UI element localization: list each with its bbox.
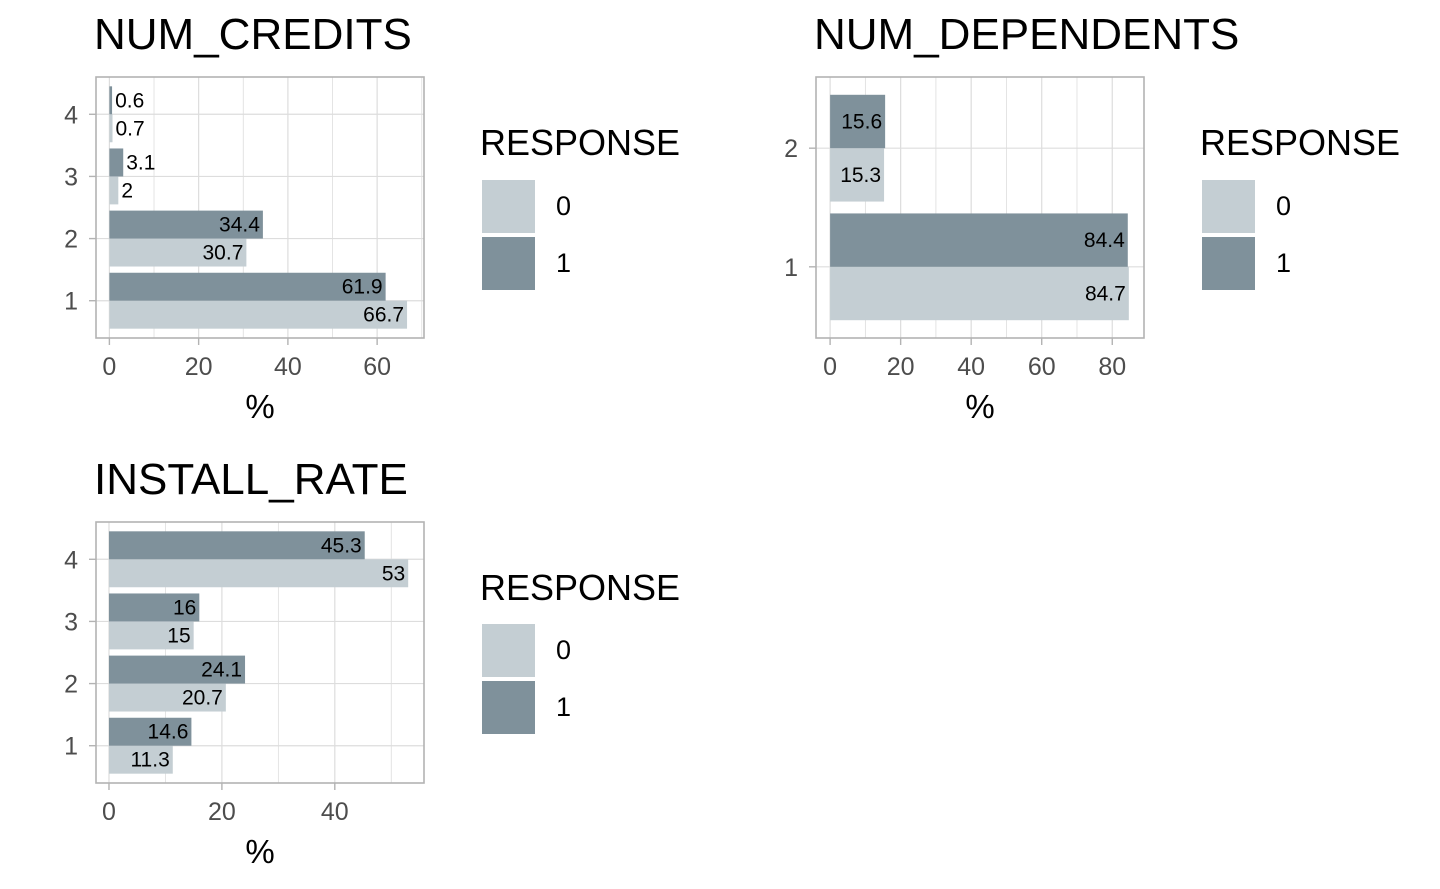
y-tick-label: 4 [64,101,78,129]
bar-response-1-cat-2 [830,94,886,149]
chart-title: NUM_CREDITS [94,10,412,59]
legend-label: 0 [556,191,571,221]
bar-response-0-cat-1 [830,266,1129,321]
bar-response-1-cat-3 [109,148,124,177]
y-tick-label: 2 [784,135,798,163]
y-tick-label: 2 [64,671,78,699]
x-tick-label: 0 [102,798,116,826]
legend-key-0 [482,624,535,677]
bar-response-1-cat-4 [108,531,365,560]
x-axis-label: % [245,388,274,425]
data-label: 61.9 [342,276,383,299]
data-label: 14.6 [148,721,189,744]
legend-title: RESPONSE [480,122,680,163]
data-label: 30.7 [203,242,244,265]
legend-key-0 [482,180,535,233]
x-tick-label: 40 [957,353,985,381]
bar-response-0-cat-2 [109,238,247,267]
legend: RESPONSE 0 1 [1200,122,1400,290]
data-label: 20.7 [182,687,223,710]
panel-border [815,76,1145,339]
y-tick-label: 3 [64,163,78,191]
x-tick-label: 40 [274,353,302,381]
legend-label: 0 [556,635,571,665]
legend-title: RESPONSE [480,567,680,608]
data-label: 15 [167,624,190,647]
legend-label: 1 [1276,248,1291,278]
bar-response-0-cat-4 [109,114,113,143]
chart-title: INSTALL_RATE [94,455,408,504]
data-label: 84.7 [1085,283,1126,306]
data-label: 0.6 [115,89,144,112]
bar-response-1-cat-2 [109,210,263,239]
data-label: 53 [382,562,405,585]
data-label: 45.3 [321,534,362,557]
x-axis-label: % [245,833,274,870]
y-tick-label: 1 [64,288,78,316]
bar-response-0-cat-2 [830,148,885,202]
bar-response-1-cat-1 [109,272,386,301]
data-label: 34.4 [219,214,260,237]
chart-title: NUM_DEPENDENTS [814,10,1239,59]
bar-response-1-cat-2 [108,655,246,684]
legend-key-1 [1202,237,1255,290]
legend-label: 1 [556,248,571,278]
bar-response-0-cat-1 [109,300,408,329]
legend-label: 1 [556,692,571,722]
y-tick-label: 2 [64,226,78,254]
x-tick-label: 0 [823,353,837,381]
data-label: 15.6 [841,110,882,133]
bar-response-0-cat-3 [109,176,119,205]
data-label: 84.4 [1084,229,1125,252]
x-tick-label: 60 [1028,353,1056,381]
legend-key-0 [1202,180,1255,233]
data-label: 66.7 [363,304,404,327]
legend: RESPONSE 0 1 [480,122,680,290]
bar-response-1-cat-3 [108,593,200,622]
data-label: 3.1 [126,151,155,174]
legend: RESPONSE 0 1 [480,567,680,734]
panel-border [95,521,425,784]
legend-label: 0 [1276,191,1291,221]
data-label: 15.3 [840,164,881,187]
x-tick-label: 0 [102,353,116,381]
bar-response-1-cat-4 [109,86,113,115]
data-label: 16 [173,596,196,619]
bar-response-1-cat-1 [830,213,1128,267]
data-label: 11.3 [130,749,169,772]
legend-key-1 [482,681,535,734]
legend-title: RESPONSE [1200,122,1400,163]
x-tick-label: 60 [363,353,391,381]
bar-response-0-cat-4 [108,559,409,588]
x-tick-label: 20 [887,353,915,381]
data-label: 2 [121,179,133,202]
bar-response-1-cat-1 [108,717,192,746]
x-tick-label: 80 [1098,353,1126,381]
x-tick-label: 40 [321,798,349,826]
legend-key-1 [482,237,535,290]
bar-response-0-cat-3 [108,621,194,650]
data-label: 24.1 [201,659,242,682]
y-tick-label: 3 [64,608,78,636]
y-tick-label: 1 [64,733,78,761]
panel-border [95,76,425,339]
bar-response-0-cat-2 [108,683,226,712]
x-tick-label: 20 [208,798,236,826]
y-tick-label: 1 [784,254,798,282]
x-axis-label: % [965,388,994,425]
y-tick-label: 4 [64,546,78,574]
x-tick-label: 20 [185,353,213,381]
data-label: 0.7 [116,117,145,140]
bar-response-0-cat-1 [108,745,173,774]
